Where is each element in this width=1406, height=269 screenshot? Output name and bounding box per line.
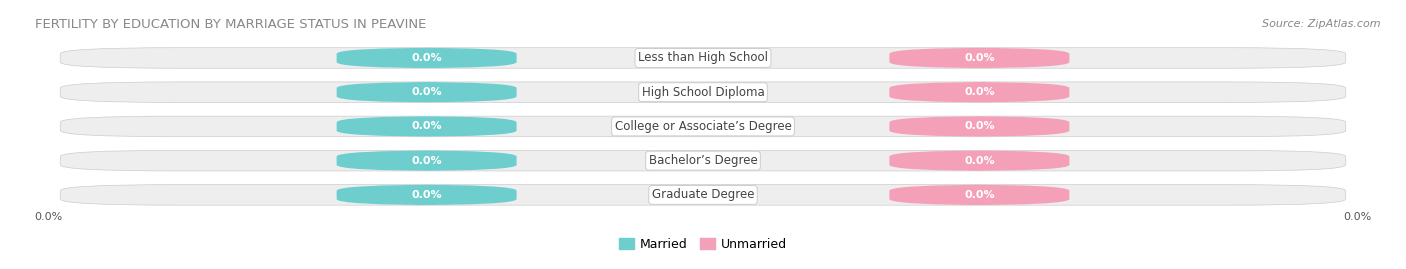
Text: 0.0%: 0.0% <box>1343 212 1371 222</box>
Text: Bachelor’s Degree: Bachelor’s Degree <box>648 154 758 167</box>
Text: 0.0%: 0.0% <box>412 121 441 132</box>
Text: 0.0%: 0.0% <box>412 190 441 200</box>
FancyBboxPatch shape <box>60 82 1346 102</box>
Text: Less than High School: Less than High School <box>638 51 768 65</box>
Text: 0.0%: 0.0% <box>35 212 63 222</box>
Text: 0.0%: 0.0% <box>965 156 994 166</box>
Text: College or Associate’s Degree: College or Associate’s Degree <box>614 120 792 133</box>
FancyBboxPatch shape <box>890 48 1070 68</box>
FancyBboxPatch shape <box>890 116 1070 137</box>
Text: High School Diploma: High School Diploma <box>641 86 765 99</box>
FancyBboxPatch shape <box>336 82 516 102</box>
Text: 0.0%: 0.0% <box>965 53 994 63</box>
Text: Source: ZipAtlas.com: Source: ZipAtlas.com <box>1263 19 1381 29</box>
FancyBboxPatch shape <box>336 116 516 137</box>
Text: 0.0%: 0.0% <box>965 121 994 132</box>
FancyBboxPatch shape <box>336 150 516 171</box>
Text: Graduate Degree: Graduate Degree <box>652 188 754 201</box>
FancyBboxPatch shape <box>336 48 516 68</box>
Text: 0.0%: 0.0% <box>412 156 441 166</box>
Text: 0.0%: 0.0% <box>412 53 441 63</box>
Text: 0.0%: 0.0% <box>965 87 994 97</box>
Text: 0.0%: 0.0% <box>412 87 441 97</box>
FancyBboxPatch shape <box>60 116 1346 137</box>
FancyBboxPatch shape <box>60 48 1346 68</box>
FancyBboxPatch shape <box>890 150 1070 171</box>
Text: 0.0%: 0.0% <box>965 190 994 200</box>
Legend: Married, Unmarried: Married, Unmarried <box>613 233 793 256</box>
FancyBboxPatch shape <box>60 185 1346 205</box>
FancyBboxPatch shape <box>890 185 1070 205</box>
Text: FERTILITY BY EDUCATION BY MARRIAGE STATUS IN PEAVINE: FERTILITY BY EDUCATION BY MARRIAGE STATU… <box>35 18 426 31</box>
FancyBboxPatch shape <box>336 185 516 205</box>
FancyBboxPatch shape <box>890 82 1070 102</box>
FancyBboxPatch shape <box>60 150 1346 171</box>
